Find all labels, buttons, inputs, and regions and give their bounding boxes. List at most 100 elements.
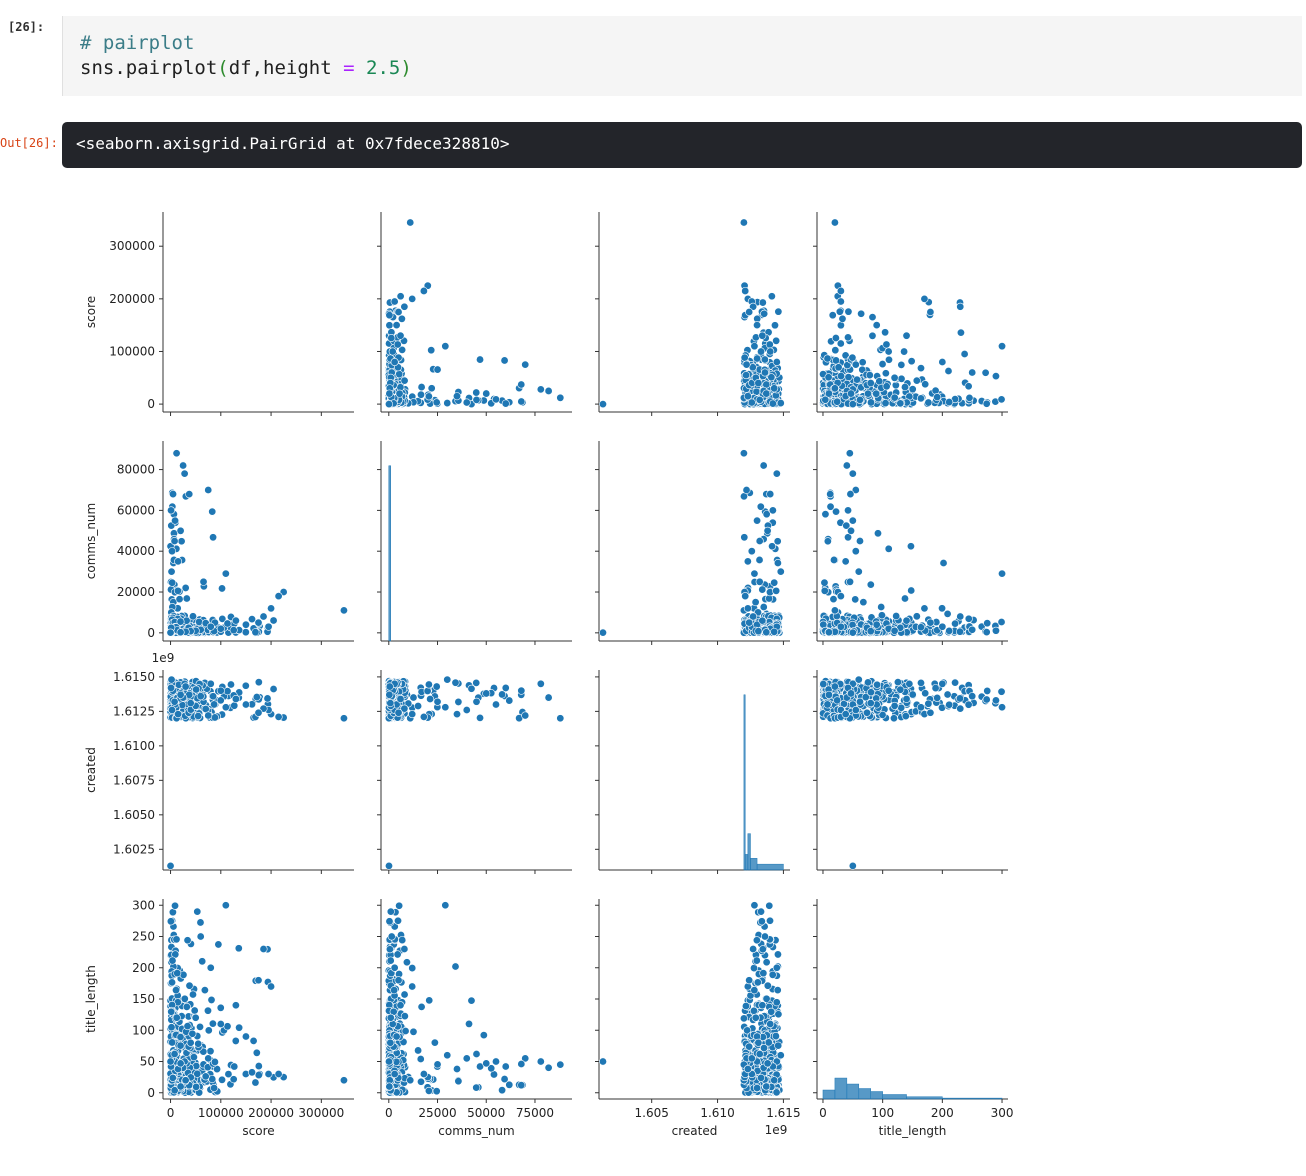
scatter-point [274, 1069, 283, 1078]
scatter-point [433, 1060, 442, 1069]
scatter-point [763, 526, 772, 535]
scatter-point [831, 333, 840, 342]
scatter-point [491, 700, 500, 709]
scatter-point [774, 307, 783, 316]
scatter-point [878, 360, 887, 369]
scatter-point [747, 398, 756, 407]
scatter-point [824, 373, 833, 382]
scatter-point [772, 469, 781, 478]
scatter-point [881, 399, 890, 408]
scatter-point [854, 675, 863, 684]
scatter-point [841, 710, 850, 719]
scatter-point [739, 449, 748, 458]
scatter-point [759, 461, 768, 470]
scatter-point [830, 384, 839, 393]
scatter-point [263, 694, 272, 703]
scatter-point [206, 679, 215, 688]
scatter-point [231, 616, 240, 625]
scatter-point [920, 294, 929, 303]
scatter-point [252, 693, 261, 702]
scatter-point [951, 678, 960, 687]
scatter-point [956, 302, 965, 311]
scatter-point [830, 682, 839, 691]
scatter-point [884, 347, 893, 356]
scatter-point [544, 386, 553, 395]
scatter-point [836, 297, 845, 306]
scatter-point [920, 604, 929, 613]
scatter-point [836, 592, 845, 601]
scatter-point [400, 302, 409, 311]
scatter-point [430, 1038, 439, 1047]
scatter-point [231, 1036, 240, 1045]
scatter-point [745, 618, 754, 627]
scatter-point [998, 703, 1007, 712]
scatter-point [396, 331, 405, 340]
scatter-point [501, 399, 510, 408]
scatter-point [906, 542, 915, 551]
scatter-point [824, 389, 833, 398]
scatter-point [991, 696, 1000, 705]
scatter-point [208, 507, 217, 516]
scatter-point [823, 700, 832, 709]
scatter-point [339, 1076, 348, 1085]
scatter-point [598, 400, 607, 409]
scatter-point [172, 1013, 181, 1022]
scatter-point [226, 680, 235, 689]
scatter-point [230, 1062, 239, 1071]
scatter-point [465, 1019, 474, 1028]
scatter-point [167, 1007, 176, 1016]
scatter-point [770, 384, 779, 393]
scatter-point [196, 918, 205, 927]
scatter-point [556, 393, 565, 402]
scatter-point [400, 376, 409, 385]
scatter-point [900, 594, 909, 603]
scatter-point [339, 714, 348, 723]
code-cell[interactable]: # pairplot sns.pairplot(df,height = 2.5) [62, 16, 1302, 96]
scatter-point [826, 490, 835, 499]
scatter-point [926, 708, 935, 717]
scatter-point [339, 606, 348, 615]
scatter-point [241, 620, 250, 629]
scatter-point [432, 682, 441, 691]
scatter-point [924, 398, 933, 407]
scatter-point [396, 292, 405, 301]
scatter-point [851, 595, 860, 604]
scatter-point [741, 286, 750, 295]
scatter-point [401, 1027, 410, 1036]
scatter-point [417, 383, 426, 392]
scatter-point [208, 1019, 217, 1028]
scatter-point [981, 368, 990, 377]
scatter-point [229, 626, 238, 635]
scatter-point [776, 399, 785, 408]
scatter-point [176, 1082, 185, 1091]
scatter-point [172, 935, 181, 944]
scatter-point [174, 710, 183, 719]
scatter-point [857, 309, 866, 318]
scatter-point [443, 399, 452, 408]
scatter-point [998, 342, 1007, 351]
y-axis-label: comms_num [84, 503, 98, 579]
scatter-point [472, 1083, 481, 1092]
scatter-point [396, 694, 405, 703]
scatter-point [196, 692, 205, 701]
scatter-point [385, 917, 394, 926]
scatter-point [408, 710, 417, 719]
y-tick-label: 80000 [117, 463, 155, 477]
scatter-point [171, 516, 180, 525]
scatter-point [982, 695, 991, 704]
hist-bar-created [756, 863, 784, 871]
scatter-point [394, 308, 403, 317]
y-tick-label: 0 [147, 1086, 155, 1100]
scatter-point [943, 609, 952, 618]
scatter-point [385, 682, 394, 691]
scatter-point [189, 1053, 198, 1062]
scatter-point [176, 617, 185, 626]
y-tick-label: 250 [132, 930, 155, 944]
scatter-point [766, 490, 775, 499]
scatter-point [249, 1036, 258, 1045]
scatter-point [770, 627, 779, 636]
scatter-point [194, 1039, 203, 1048]
scatter-point [521, 360, 530, 369]
scatter-point [223, 619, 232, 628]
scatter-point [884, 686, 893, 695]
